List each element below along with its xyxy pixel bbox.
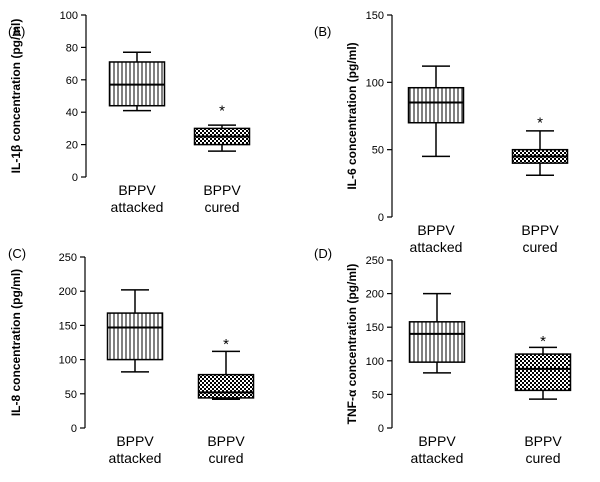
box-cured (511, 130, 569, 177)
panel-label: (D) (314, 246, 332, 261)
significance-marker: * (537, 114, 543, 131)
category-label: attacked (109, 450, 162, 466)
panel-label: (C) (8, 246, 26, 261)
category-label: BPPV (203, 182, 241, 198)
y-tick-label: 50 (65, 389, 77, 401)
panel-label: (A) (8, 24, 25, 39)
y-tick-label: 0 (378, 423, 384, 435)
iqr-box (408, 321, 466, 363)
y-tick-label: 20 (66, 140, 78, 152)
box-attacked (106, 289, 164, 373)
y-tick-label: 100 (366, 77, 384, 89)
y-tick-label: 100 (60, 10, 78, 22)
category-label: BPPV (417, 222, 455, 238)
box-attacked (408, 292, 466, 374)
category-label: BPPV (521, 222, 559, 238)
y-tick-label: 40 (66, 107, 78, 119)
box-cured (197, 350, 255, 401)
category-label: attacked (411, 450, 464, 466)
y-tick-label: 50 (372, 389, 384, 401)
y-tick-label: 250 (366, 255, 384, 267)
panel-4: (D) 0 50 100 150 200 250 TNF-α concentration (p… (314, 246, 572, 466)
y-tick-label: 100 (366, 356, 384, 368)
y-axis-title: IL-8 concentration (pg/ml) (9, 269, 23, 416)
y-axis-title: IL-1β concentration (pg/ml) (9, 19, 23, 174)
panel-1: (A) 0 20 40 60 80 100 IL-1β concentration (pg/m… (8, 10, 251, 215)
category-label: BPPV (118, 182, 156, 198)
y-tick-label: 0 (72, 172, 78, 184)
category-label: BPPV (418, 433, 456, 449)
box-attacked (108, 51, 166, 112)
box-attacked (407, 65, 465, 158)
category-label: BPPV (524, 433, 562, 449)
y-tick-label: 80 (66, 42, 78, 54)
box-cured (193, 124, 251, 152)
iqr-box (514, 353, 572, 392)
y-tick-label: 50 (372, 145, 384, 157)
y-tick-label: 200 (59, 286, 77, 298)
y-tick-label: 150 (366, 322, 384, 334)
category-label: BPPV (116, 433, 154, 449)
y-tick-label: 150 (59, 320, 77, 332)
panel-3: (C) 0 50 100 150 200 250 IL-8 concentration (pg… (8, 246, 255, 466)
significance-marker: * (219, 103, 225, 120)
y-axis-title: TNF-α concentration (pg/ml) (345, 264, 359, 425)
y-axis-title: IL-6 concentration (pg/ml) (345, 42, 359, 189)
y-tick-label: 100 (59, 355, 77, 367)
category-label: cured (204, 199, 239, 215)
panel-label: (B) (314, 24, 331, 39)
category-label: attacked (111, 199, 164, 215)
iqr-box (197, 373, 255, 399)
iqr-box (407, 86, 465, 124)
category-label: BPPV (207, 433, 245, 449)
significance-marker: * (540, 333, 546, 350)
significance-marker: * (223, 336, 229, 353)
category-label: attacked (410, 239, 463, 255)
iqr-box (106, 312, 164, 361)
panel-2: (B) 0 50 100 150 IL-6 concentration (pg/ml) BP… (314, 10, 569, 255)
y-tick-label: 200 (366, 289, 384, 301)
y-tick-label: 150 (366, 10, 384, 22)
box-cured (514, 346, 572, 400)
y-tick-label: 0 (71, 423, 77, 435)
y-tick-label: 0 (378, 212, 384, 224)
category-label: cured (525, 450, 560, 466)
category-label: cured (522, 239, 557, 255)
y-tick-label: 60 (66, 75, 78, 87)
category-label: cured (208, 450, 243, 466)
y-tick-label: 250 (59, 252, 77, 264)
